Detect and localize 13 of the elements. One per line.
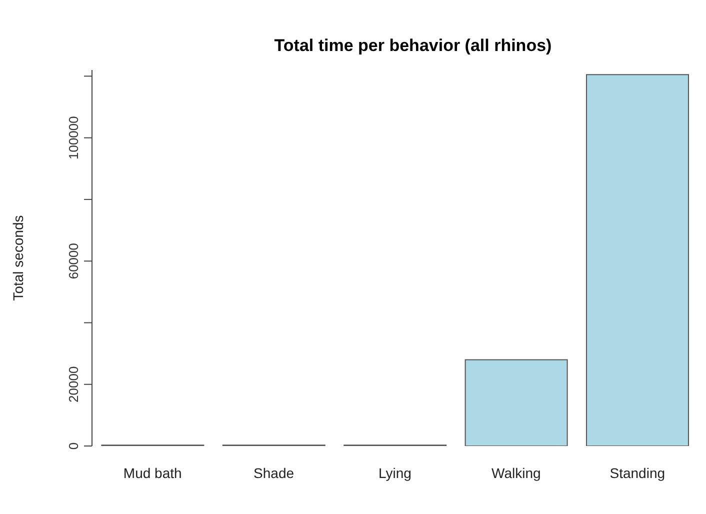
bar xyxy=(464,359,568,446)
bar xyxy=(586,74,689,446)
y-tick-label: 100000 xyxy=(66,116,81,160)
x-tick-label: Shade xyxy=(254,464,294,481)
x-tick-label: Walking xyxy=(492,464,541,481)
y-tick-label: 60000 xyxy=(66,243,81,280)
x-tick-label: Mud bath xyxy=(123,464,182,481)
y-tick-label: 20000 xyxy=(66,366,81,402)
chart-title: Total time per behavior (all rhinos) xyxy=(273,35,553,56)
y-tick-label: 0 xyxy=(66,442,81,450)
x-tick-label: Standing xyxy=(610,464,666,481)
y-axis-title: Total seconds xyxy=(10,215,26,301)
x-tick-label: Lying xyxy=(378,464,412,481)
